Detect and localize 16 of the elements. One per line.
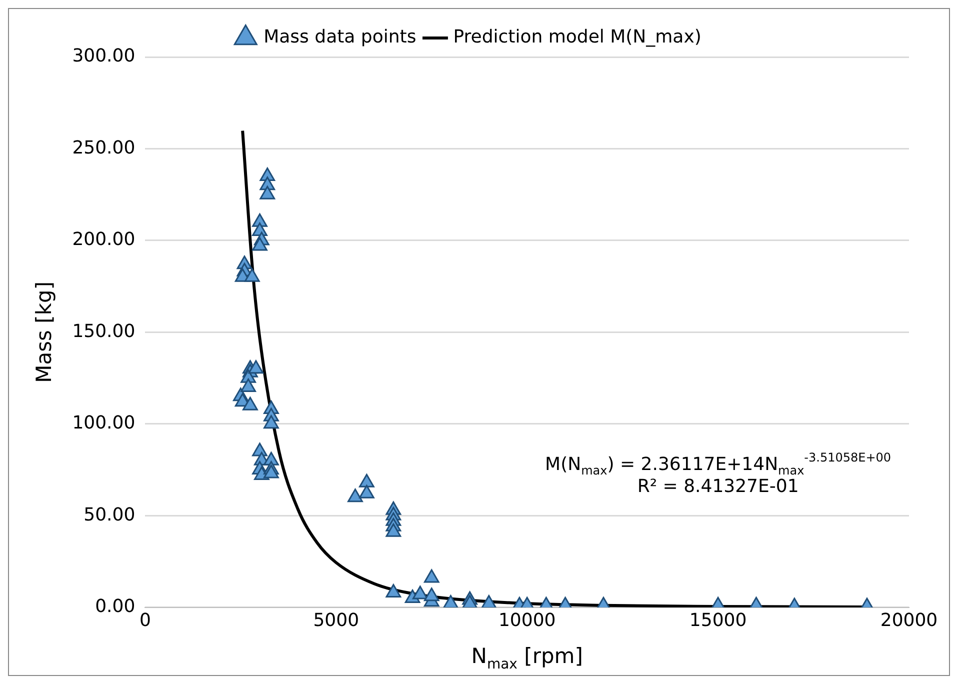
x-tick-label: 10000 [498,610,556,631]
y-axis-title: Mass [kg] [32,281,56,383]
y-tick-label: 0.00 [95,596,136,618]
y-tick-label: 50.00 [84,504,136,526]
x-tick-label: 20000 [880,610,938,631]
x-tick-label: 15000 [689,610,747,631]
annotation: R² = 8.41327E-01 [637,476,799,497]
x-tick-label: 0 [139,610,151,631]
y-tick-label: 150.00 [72,320,136,342]
y-tick-label: 200.00 [72,229,136,250]
legend-label: Mass data points [264,26,416,48]
legend-label: Prediction model M(N_max) [453,26,702,48]
y-tick-label: 100.00 [72,412,136,434]
y-tick-label: 300.00 [72,46,136,67]
x-tick-label: 5000 [313,610,360,631]
y-tick-label: 250.00 [72,137,136,158]
